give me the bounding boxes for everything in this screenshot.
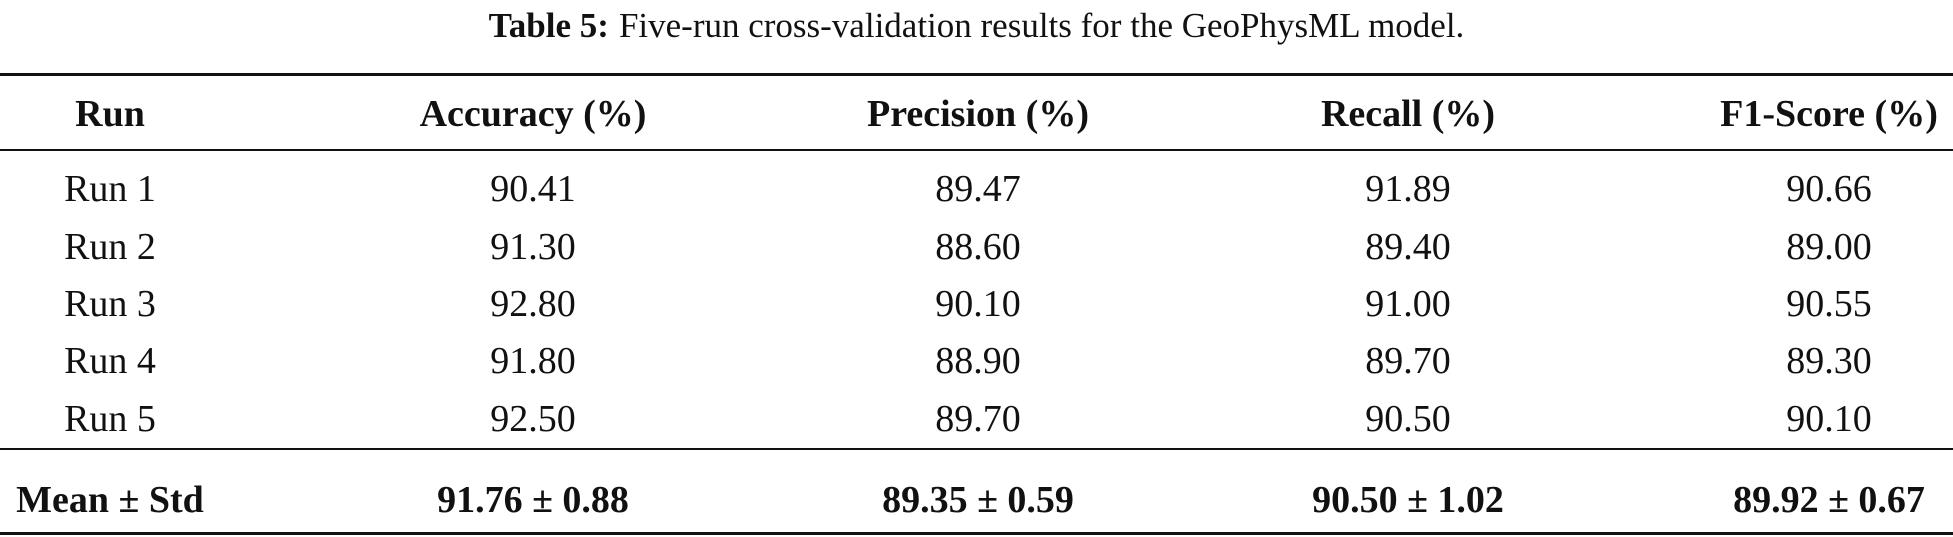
bottom-rule xyxy=(0,532,1953,535)
header-cell: Accuracy (%) xyxy=(419,93,647,135)
footer-cell: 89.35 ± 0.59 xyxy=(882,479,1074,521)
header-cell: Precision (%) xyxy=(867,93,1089,135)
body-cell: 90.50 xyxy=(1365,398,1451,440)
body-cell: Run 1 xyxy=(64,168,156,210)
body-cell: 90.66 xyxy=(1786,168,1872,210)
caption-text: Five-run cross-validation results for th… xyxy=(618,6,1465,45)
header-cell: Recall (%) xyxy=(1320,93,1496,135)
body-cell: 90.41 xyxy=(490,168,576,210)
body-cell: 91.00 xyxy=(1365,283,1451,325)
body-cell: 89.47 xyxy=(935,168,1021,210)
body-cell: 88.90 xyxy=(935,340,1021,382)
footer-rule xyxy=(0,448,1953,450)
body-cell: 89.70 xyxy=(935,398,1021,440)
body-cell: 90.10 xyxy=(1786,398,1872,440)
header-rule xyxy=(0,149,1953,151)
body-cell: 92.50 xyxy=(490,398,576,440)
body-cell: Run 2 xyxy=(64,226,156,268)
footer-cell: 91.76 ± 0.88 xyxy=(437,479,629,521)
top-rule xyxy=(0,73,1953,76)
body-cell: 92.80 xyxy=(490,283,576,325)
body-cell: 91.89 xyxy=(1365,168,1451,210)
header-cell: Run xyxy=(75,93,145,135)
body-cell: 89.70 xyxy=(1365,340,1451,382)
body-cell: 91.30 xyxy=(490,226,576,268)
body-cell: 89.30 xyxy=(1786,340,1872,382)
body-cell: 88.60 xyxy=(935,226,1021,268)
body-cell: Run 3 xyxy=(64,283,156,325)
footer-cell: 90.50 ± 1.02 xyxy=(1312,479,1504,521)
header-cell: F1-Score (%) xyxy=(1720,93,1938,135)
body-cell: 91.80 xyxy=(490,340,576,382)
body-cell: 89.40 xyxy=(1365,226,1451,268)
body-cell: 90.55 xyxy=(1786,283,1872,325)
table-caption: Table 5: Five-run cross-validation result… xyxy=(0,4,1953,48)
caption-label: Table 5: xyxy=(488,6,609,45)
footer-cell: 89.92 ± 0.67 xyxy=(1733,479,1925,521)
body-cell: 90.10 xyxy=(935,283,1021,325)
body-cell: 89.00 xyxy=(1786,226,1872,268)
footer-cell: Mean ± Std xyxy=(16,479,204,521)
body-cell: Run 5 xyxy=(64,398,156,440)
body-cell: Run 4 xyxy=(64,340,156,382)
